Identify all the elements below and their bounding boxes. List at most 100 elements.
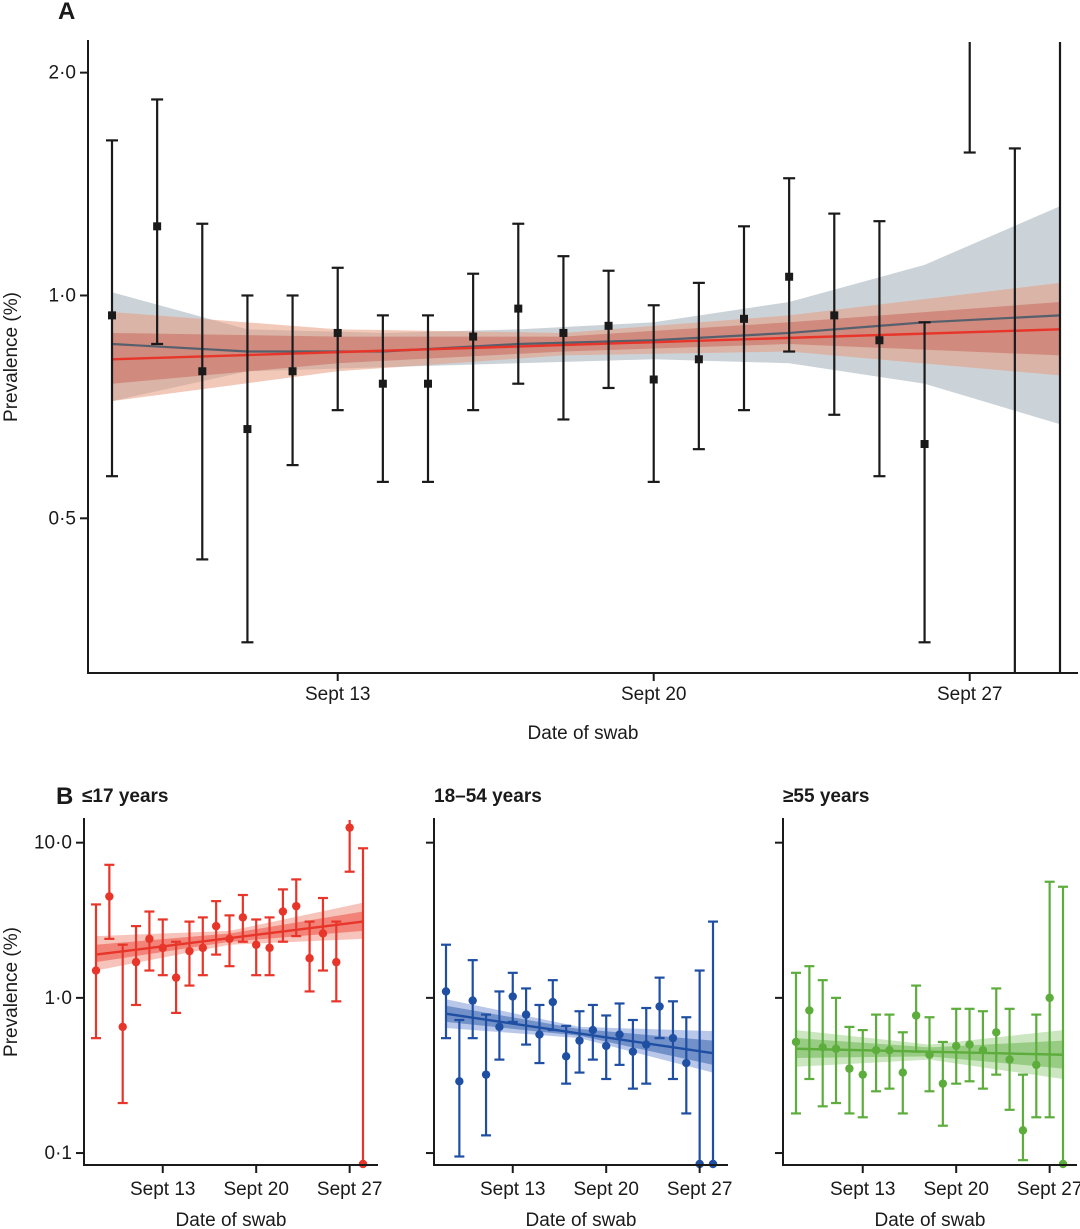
data-point — [925, 1050, 934, 1059]
data-point — [243, 425, 252, 434]
data-point — [898, 1068, 907, 1077]
data-point — [332, 957, 341, 967]
data-point — [508, 992, 517, 1001]
data-point — [305, 954, 314, 963]
data-point — [211, 921, 221, 931]
x-tick-label: Sept 20 — [223, 1179, 289, 1200]
x-tick-label: Sept 27 — [1017, 1179, 1080, 1200]
data-point — [105, 892, 114, 901]
data-point — [805, 1006, 814, 1015]
data-point — [198, 367, 207, 376]
data-point — [615, 1030, 624, 1039]
data-point — [831, 1044, 841, 1053]
data-point — [185, 946, 194, 956]
panel-title: 18–54 years — [434, 786, 542, 807]
y-tick-label: 1·0 — [49, 285, 76, 306]
x-axis-title: Date of swab — [526, 1210, 637, 1229]
data-point — [469, 332, 478, 341]
data-point — [871, 1045, 881, 1055]
x-tick-label: Sept 27 — [317, 1179, 383, 1200]
data-point — [1045, 993, 1054, 1003]
panel-a-chart: Sept 13 Sept 20 Sept 27 0·5 1·0 2·0 Date of sw… — [1, 40, 1078, 744]
data-point — [952, 1041, 961, 1051]
y-tick-label: 0·1 — [45, 1143, 72, 1164]
data-point — [920, 440, 929, 449]
data-point — [642, 1040, 651, 1049]
data-point — [455, 1077, 464, 1086]
exponential-fit-line — [111, 328, 1061, 361]
x-tick-label: Sept 27 — [937, 684, 1003, 705]
data-point — [333, 328, 342, 337]
panel-a-letter: A — [58, 0, 75, 25]
data-point — [845, 1064, 854, 1073]
x-tick-label: Sept 13 — [130, 1179, 196, 1200]
data-point — [171, 973, 181, 982]
data-point — [830, 311, 839, 320]
data-point — [1032, 1060, 1041, 1070]
y-axis-title: Prevalence (%) — [1, 292, 22, 422]
data-point — [1005, 1055, 1014, 1064]
x-axis-title: Date of swab — [875, 1210, 986, 1229]
data-point — [965, 1040, 974, 1049]
data-point — [885, 1045, 894, 1055]
x-tick-label: Sept 27 — [667, 1179, 733, 1200]
data-point — [345, 823, 354, 832]
x-tick-label: Sept 20 — [621, 684, 687, 705]
data-point — [791, 1037, 801, 1047]
data-point — [131, 957, 141, 967]
data-point — [424, 379, 432, 388]
data-point — [521, 1010, 531, 1019]
x-tick-label: Sept 13 — [830, 1179, 896, 1200]
x-axis-title: Date of swab — [528, 723, 639, 744]
data-point — [145, 934, 154, 944]
data-point — [628, 1047, 638, 1056]
data-point — [288, 367, 297, 376]
data-point — [575, 1036, 584, 1045]
data-point — [91, 966, 101, 975]
panel-b-18-54-chart: Sept 13 Sept 20 Sept 27 Date of swab 18–54 y… — [426, 786, 732, 1229]
data-point — [548, 997, 557, 1007]
data-point — [292, 901, 301, 911]
data-point — [265, 943, 274, 953]
data-point — [1018, 1126, 1028, 1135]
data-point — [468, 996, 477, 1005]
data-point — [514, 304, 523, 313]
y-tick-label: 1·0 — [45, 988, 72, 1009]
data-point — [318, 929, 328, 938]
data-point — [198, 943, 207, 953]
data-point — [238, 913, 248, 922]
panel-title: ≤17 years — [82, 786, 169, 807]
data-point — [668, 1033, 678, 1043]
y-axis-title: Prevalence (%) — [1, 927, 22, 1057]
data-point — [252, 940, 261, 949]
data-point — [441, 987, 451, 996]
data-point — [278, 907, 288, 916]
x-tick-label: Sept 13 — [480, 1179, 546, 1200]
data-point — [649, 375, 658, 384]
y-tick-label: 10·0 — [34, 833, 72, 854]
data-point — [378, 379, 387, 388]
data-point — [602, 1041, 611, 1051]
data-point — [604, 321, 613, 330]
x-tick-label: Sept 20 — [923, 1179, 989, 1200]
data-point — [108, 311, 116, 320]
data-point — [785, 272, 794, 281]
y-tick-label: 2·0 — [49, 63, 76, 84]
data-point — [158, 943, 167, 953]
data-point — [495, 1022, 504, 1032]
data-point — [818, 1043, 827, 1052]
data-point — [535, 1030, 544, 1039]
data-point — [740, 314, 748, 323]
data-point — [992, 1028, 1001, 1037]
data-point — [911, 1011, 921, 1020]
data-point — [875, 336, 884, 345]
data-point — [655, 1002, 664, 1011]
x-tick-label: Sept 20 — [573, 1179, 639, 1200]
data-point — [153, 222, 162, 231]
x-axis-title: Date of swab — [176, 1210, 287, 1229]
data-point — [118, 1022, 127, 1032]
panel-b-under-17-chart: Sept 13 Sept 20 Sept 27 0·1 1·0 10·0 Date of s… — [1, 786, 382, 1229]
y-tick-label: 0·5 — [49, 508, 76, 529]
data-point — [682, 1058, 691, 1068]
